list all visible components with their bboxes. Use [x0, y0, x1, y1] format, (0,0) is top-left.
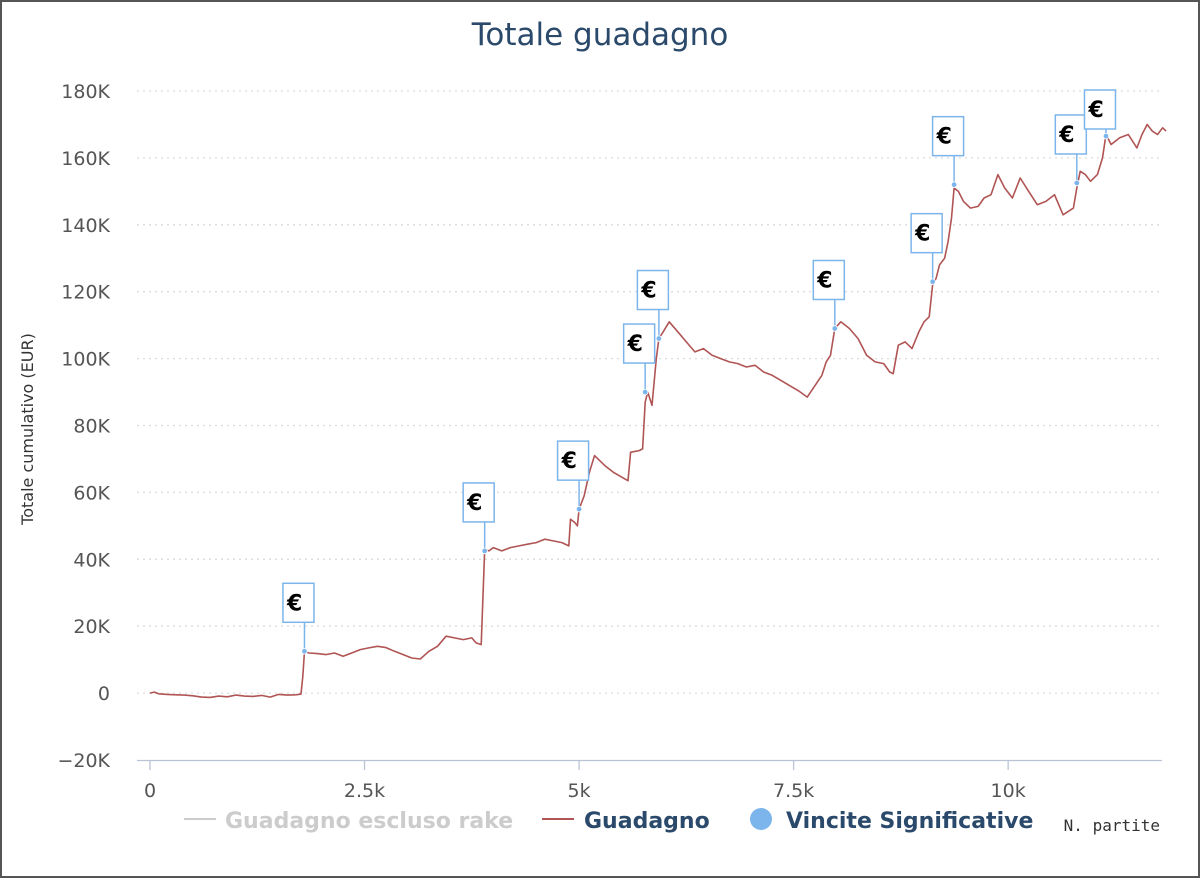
euro-icon: €	[627, 332, 643, 357]
euro-icon: €	[1087, 98, 1103, 123]
significant-win-point[interactable]	[301, 648, 308, 655]
flag-box	[462, 482, 495, 523]
significant-win-point[interactable]	[575, 505, 583, 513]
euro-icon: €	[914, 222, 930, 247]
significant-win-point[interactable]	[1073, 179, 1081, 187]
euro-icon: €	[466, 491, 482, 516]
flag-box	[556, 440, 590, 481]
significant-win-point[interactable]	[831, 325, 839, 332]
y-tick-label: 180K	[61, 81, 110, 103]
flag-box	[910, 212, 943, 254]
significant-win-point[interactable]	[481, 547, 488, 555]
euro-icon: €	[286, 591, 302, 616]
significant-win-flag[interactable]: €	[282, 582, 315, 655]
significant-win-point[interactable]	[641, 388, 649, 396]
euro-icon: €	[1058, 123, 1074, 148]
x-tick-label: 10k	[991, 780, 1026, 802]
x-tick-label: 7.5k	[773, 780, 814, 802]
y-tick-label: 120K	[61, 282, 110, 304]
euro-icon: €	[640, 279, 656, 304]
chart-title: Totale guadagno	[471, 17, 729, 53]
flag-box	[931, 115, 965, 157]
flag-box	[812, 259, 846, 301]
series-layer	[149, 123, 1167, 699]
y-tick-label: 100K	[61, 349, 110, 371]
flag-box	[1054, 114, 1088, 155]
euro-icon: €	[561, 449, 577, 474]
y-axis-label: Totale cumulativo (EUR)	[18, 333, 37, 526]
legend-symbol	[750, 808, 772, 830]
legend-label: Vincite Significative	[786, 809, 1033, 834]
y-tick-label: 0	[98, 683, 110, 705]
flag-box	[282, 582, 315, 624]
significant-win-point[interactable]	[950, 181, 958, 188]
significant-win-flag[interactable]: €	[622, 323, 656, 396]
flag-box	[622, 323, 656, 364]
y-axis-ticks: −20K 0 20K 40K 60K 80K 100K 120K 140K 160K 180K	[57, 81, 110, 772]
y-tick-label: 160K	[61, 148, 110, 170]
y-tick-label: 60K	[73, 482, 110, 504]
legend-item[interactable]: Guadagno escluso rake	[184, 809, 513, 834]
significant-win-flag[interactable]: €	[1083, 89, 1117, 140]
series-line-guadagno[interactable]	[149, 123, 1167, 699]
x-tick-label: 2.5k	[344, 780, 385, 802]
legend: Guadagno escluso rake Guadagno Vincite Sig…	[184, 808, 1033, 834]
significant-win-point[interactable]	[655, 335, 663, 342]
flags-layer: € € € € € € € € € €	[282, 89, 1117, 655]
significant-win-flag[interactable]: €	[910, 212, 943, 285]
x-axis: 0 2.5k 5k 7.5k 10k	[137, 759, 1162, 802]
legend-label: Guadagno	[584, 809, 710, 834]
legend-label: Guadagno escluso rake	[225, 809, 513, 834]
y-tick-label: 140K	[61, 215, 110, 237]
legend-item[interactable]: Guadagno	[542, 809, 710, 834]
significant-win-flag[interactable]: €	[1054, 114, 1088, 187]
significant-win-flag[interactable]: €	[462, 482, 495, 555]
flag-box	[636, 269, 670, 311]
significant-win-flag[interactable]: €	[812, 259, 846, 332]
y-tick-label: −20K	[57, 750, 110, 772]
flag-box	[1083, 89, 1117, 130]
y-tick-label: 20K	[73, 616, 110, 638]
x-axis-label: N. partite	[1064, 816, 1160, 835]
significant-win-point[interactable]	[929, 278, 936, 285]
euro-icon: €	[936, 125, 952, 150]
significant-win-flag[interactable]: €	[931, 115, 965, 188]
significant-win-flag[interactable]: €	[556, 440, 590, 513]
euro-icon: €	[816, 268, 832, 293]
legend-item[interactable]: Vincite Significative	[750, 808, 1033, 834]
y-tick-label: 80K	[73, 416, 110, 438]
significant-win-flag[interactable]: €	[636, 269, 670, 342]
x-tick-label: 5k	[568, 780, 591, 802]
x-tick-label: 0	[144, 780, 156, 802]
y-tick-label: 40K	[73, 549, 110, 571]
significant-win-point[interactable]	[1102, 132, 1110, 140]
